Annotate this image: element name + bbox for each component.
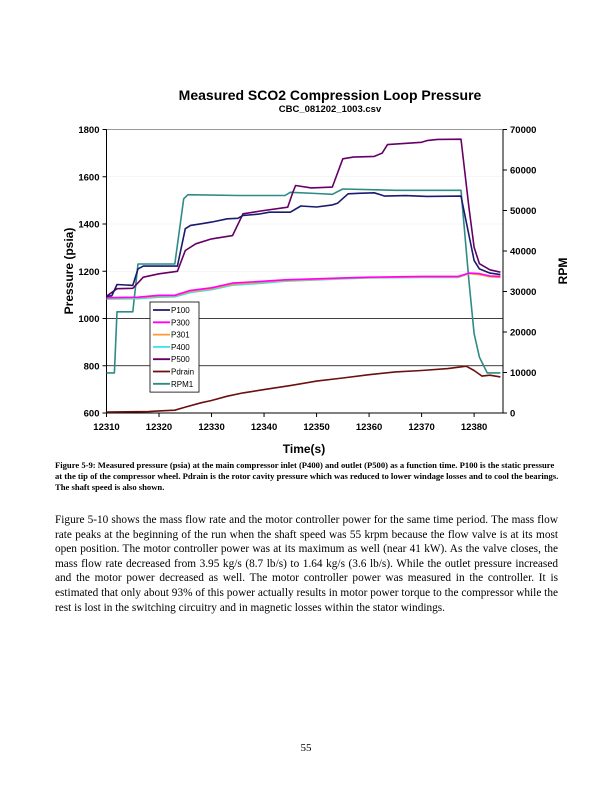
- x-tick-label: 12310: [93, 422, 119, 433]
- legend-label: P300: [171, 318, 190, 327]
- legend-label: P500: [171, 355, 190, 364]
- y2-tick-label: 0: [510, 409, 515, 420]
- x-tick-label: 12340: [251, 422, 277, 433]
- y2-tick-label: 70000: [510, 125, 536, 136]
- y2-tick-label: 40000: [510, 247, 536, 258]
- x-tick-label: 12360: [356, 422, 382, 433]
- chart: 600 800 1000 1200 1400 1600 1800 0 10000 20000 300…: [62, 125, 570, 456]
- series-line-p100: [106, 192, 501, 298]
- legend-label: P100: [171, 306, 190, 315]
- x-tick-label: 12380: [461, 422, 487, 433]
- y2-tick-label: 20000: [510, 328, 536, 339]
- legend-label: P400: [171, 343, 190, 352]
- x-tick-label: 12370: [408, 422, 434, 433]
- x-tick-label: 12320: [146, 422, 172, 433]
- legend-label: P301: [171, 331, 190, 340]
- legend-label: RPM1: [171, 380, 194, 389]
- x-tick-label: 12330: [198, 422, 224, 433]
- y-tick-label: 1600: [78, 172, 99, 183]
- y-tick-label: 800: [84, 361, 100, 372]
- y-tick-label: 1800: [78, 125, 99, 136]
- figure-caption: Figure 5-9: Measured pressure (psia) at …: [55, 460, 559, 493]
- series-line-p300: [106, 272, 501, 299]
- chart-subtitle: CBC_081202_1003.csv: [278, 104, 382, 115]
- y-tick-label: 1000: [78, 314, 99, 325]
- series-line-rpm1: [106, 188, 501, 374]
- y2-tick-label: 50000: [510, 206, 536, 217]
- y2-tick-label: 60000: [510, 166, 536, 177]
- y2-tick-label: 30000: [510, 287, 536, 298]
- series-line-pdrain: [106, 365, 501, 413]
- page-number: 55: [300, 742, 312, 754]
- y-tick-label: 600: [84, 409, 100, 420]
- y-tick-label: 1200: [78, 267, 99, 278]
- y2-axis-label: RPM: [556, 258, 570, 285]
- y-tick-label: 1400: [78, 220, 99, 231]
- legend-label: Pdrain: [171, 368, 194, 377]
- x-tick-label: 12350: [303, 422, 329, 433]
- series-line-p500: [106, 138, 501, 297]
- y2-tick-label: 10000: [510, 368, 536, 379]
- x-axis-label: Time(s): [283, 442, 325, 456]
- chart-title: Measured SCO2 Compression Loop Pressure: [178, 87, 482, 103]
- y-axis-label: Pressure (psia): [62, 228, 76, 315]
- body-paragraph: Figure 5-10 shows the mass flow rate and…: [55, 514, 558, 614]
